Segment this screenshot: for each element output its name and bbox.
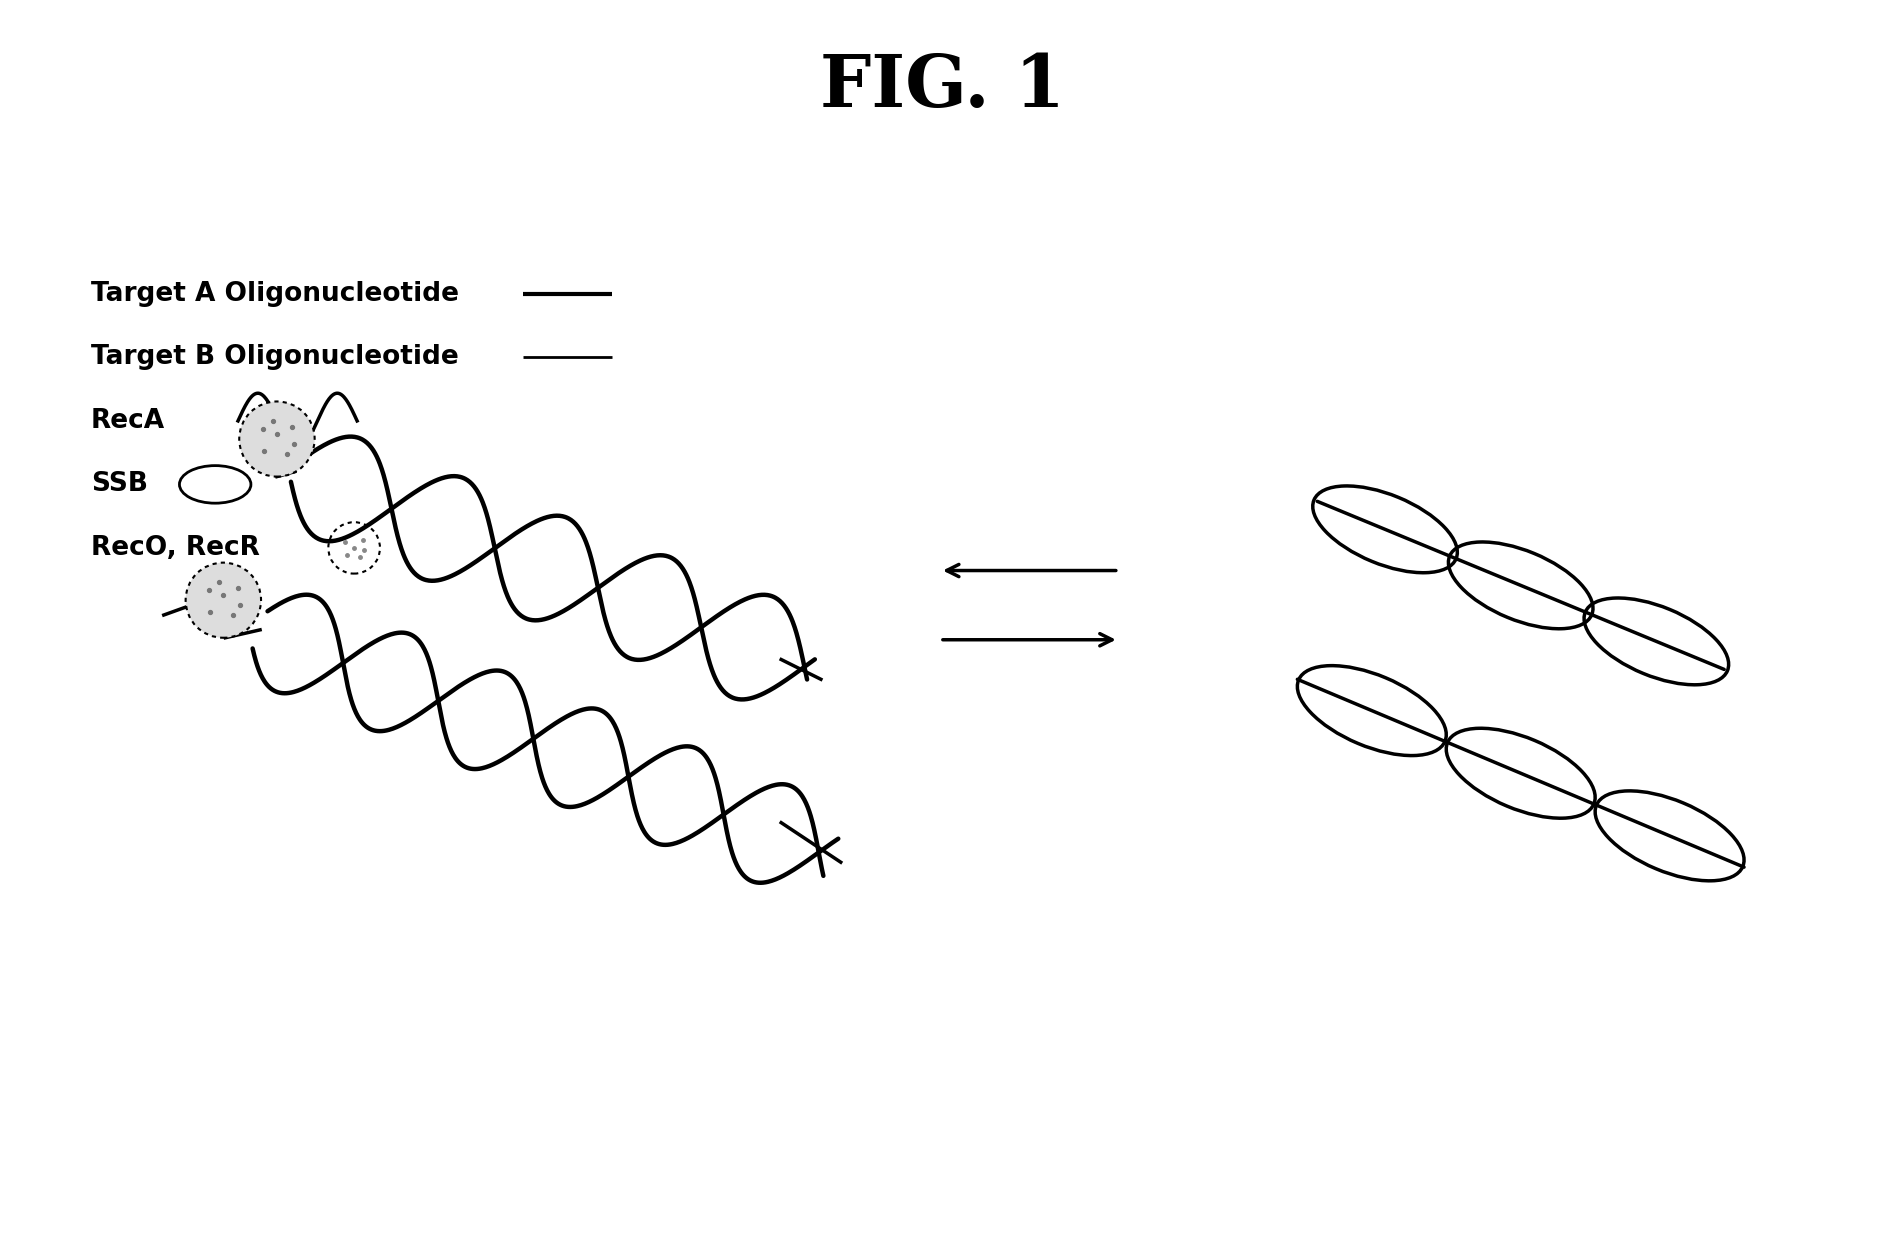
Text: Target B Oligonucleotide: Target B Oligonucleotide [90,345,460,370]
Circle shape [239,401,315,477]
Text: FIG. 1: FIG. 1 [820,51,1064,122]
Text: RecO, RecR: RecO, RecR [90,535,260,561]
Text: Target A Oligonucleotide: Target A Oligonucleotide [90,280,460,308]
Circle shape [187,563,262,637]
Text: RecA: RecA [90,408,166,433]
Text: SSB: SSB [90,472,149,498]
